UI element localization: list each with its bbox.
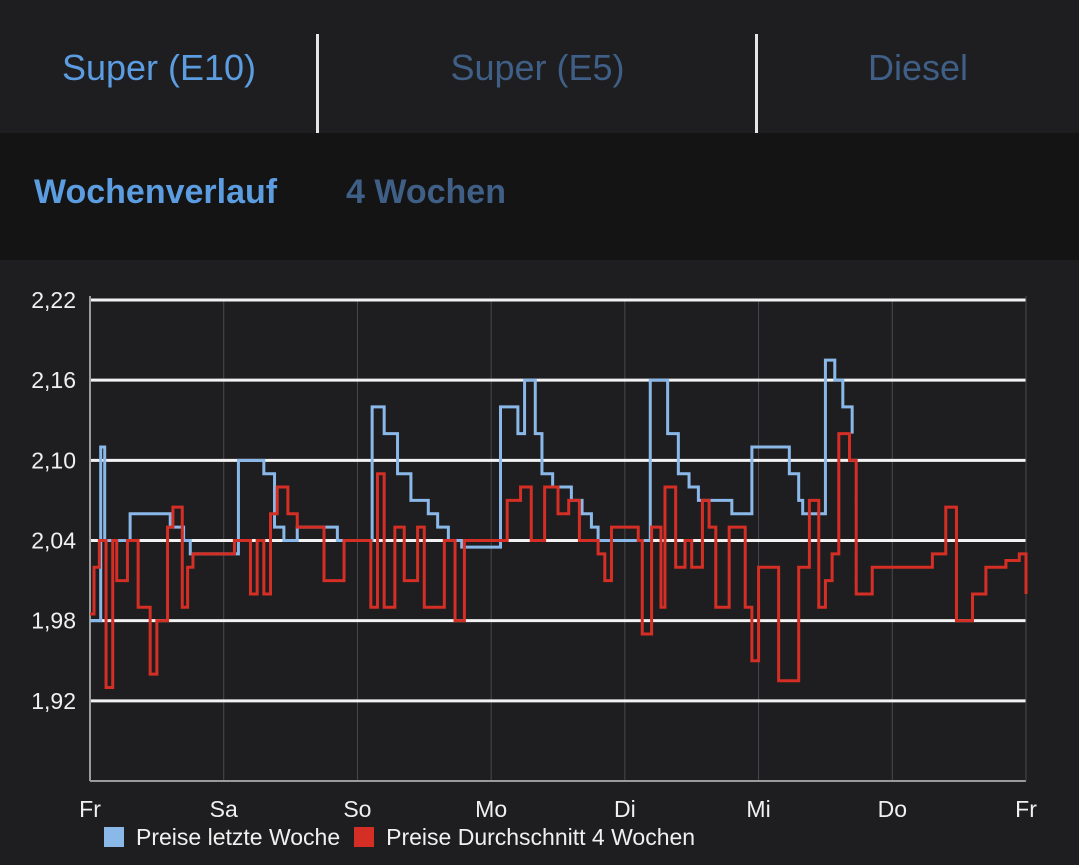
tab-week-history[interactable]: Wochenverlauf [34,173,278,211]
tab-label: Super (E10) [61,46,257,88]
x-tick-label: Di [614,796,636,820]
tab-label: Super (E5) [450,46,625,88]
tab-divider [755,34,758,133]
fuel-type-tabs: Super (E10) Super (E5) Diesel [0,0,1079,133]
x-tick-label: Fr [1015,796,1037,820]
tab-4-weeks[interactable]: 4 Wochen [346,173,506,211]
chart-legend: Preise letzte Woche Preise Durchschnitt … [104,824,709,850]
tab-super-e10[interactable]: Super (E10) [0,0,318,133]
y-tick-label: 1,98 [31,608,76,634]
legend-swatch-avg-4-weeks [354,827,375,847]
x-tick-label: Mi [746,796,770,820]
tab-divider [316,34,319,133]
legend-swatch-last-week [104,827,124,847]
y-tick-label: 2,22 [31,287,76,313]
period-tabs: Wochenverlauf 4 Wochen [0,133,1079,260]
price-chart: 2,22 2,16 2,10 2,04 1,98 1,92 Fr Sa So Mo Di Mi Do Fr [31,287,1037,820]
series-line-avg-4-weeks [90,432,1028,689]
tab-super-e5[interactable]: Super (E5) [318,0,757,133]
legend-item-avg-4-weeks: Preise Durchschnitt 4 Wochen [354,824,695,851]
series-line-last-week [90,358,854,623]
legend-label: Preise Durchschnitt 4 Wochen [386,823,696,850]
x-tick-label: Do [878,796,907,820]
y-tick-label: 2,04 [31,528,76,554]
x-tick-label: Sa [210,796,238,820]
tab-diesel[interactable]: Diesel [757,0,1079,133]
legend-label: Preise letzte Woche [136,823,341,850]
x-tick-label: So [343,796,371,820]
y-tick-label: 2,16 [31,367,76,393]
legend-item-last-week: Preise letzte Woche [104,824,340,851]
x-tick-label: Mo [475,796,507,820]
y-tick-label: 1,92 [31,688,76,714]
tab-label: Diesel [867,46,969,88]
y-tick-label: 2,10 [31,447,76,473]
x-tick-label: Fr [79,796,101,820]
